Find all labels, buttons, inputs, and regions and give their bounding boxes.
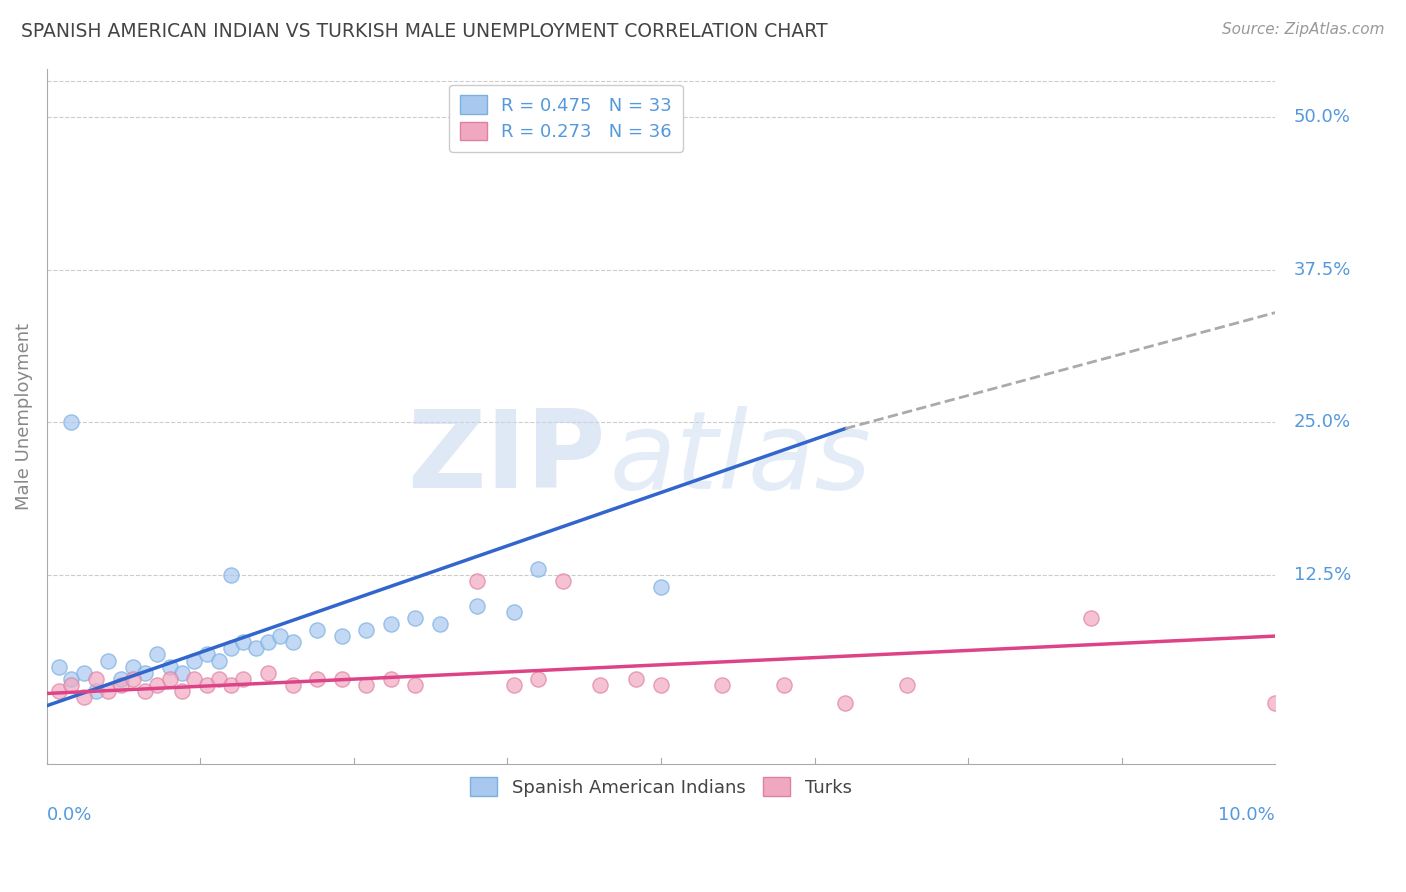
Turks [307,672,329,686]
Turks [281,678,304,692]
Spanish American Indians [219,641,242,656]
Spanish American Indians [650,580,672,594]
Turks [183,672,205,686]
Spanish American Indians [502,111,524,125]
Spanish American Indians [146,648,169,662]
Turks [834,696,856,710]
Spanish American Indians [170,665,193,680]
Spanish American Indians [307,623,329,637]
Spanish American Indians [84,684,107,698]
Spanish American Indians [183,653,205,667]
Spanish American Indians [60,416,83,430]
Spanish American Indians [232,635,254,649]
Y-axis label: Male Unemployment: Male Unemployment [15,323,32,510]
Turks [711,678,734,692]
Turks [626,672,648,686]
Turks [48,684,70,698]
Spanish American Indians [134,665,156,680]
Turks [110,678,132,692]
Turks [208,672,231,686]
Turks [60,678,83,692]
Turks [121,672,143,686]
Legend: Spanish American Indians, Turks: Spanish American Indians, Turks [463,770,859,804]
Text: atlas: atlas [609,406,872,510]
Turks [551,574,574,589]
Spanish American Indians [257,635,280,649]
Spanish American Indians [502,605,524,619]
Text: 12.5%: 12.5% [1294,566,1351,584]
Spanish American Indians [121,659,143,673]
Spanish American Indians [404,611,426,625]
Text: SPANISH AMERICAN INDIAN VS TURKISH MALE UNEMPLOYMENT CORRELATION CHART: SPANISH AMERICAN INDIAN VS TURKISH MALE … [21,22,828,41]
Turks [134,684,156,698]
Spanish American Indians [330,629,353,643]
Turks [404,678,426,692]
Turks [159,672,181,686]
Spanish American Indians [269,629,291,643]
Text: ZIP: ZIP [408,405,606,511]
Spanish American Indians [465,599,488,613]
Turks [650,678,672,692]
Turks [170,684,193,698]
Turks [146,678,169,692]
Spanish American Indians [208,653,231,667]
Text: 10.0%: 10.0% [1219,806,1275,824]
Turks [257,665,280,680]
Spanish American Indians [219,568,242,582]
Text: 50.0%: 50.0% [1294,108,1350,127]
Spanish American Indians [354,623,377,637]
Turks [330,672,353,686]
Turks [588,678,610,692]
Turks [1080,611,1102,625]
Turks [73,690,96,705]
Turks [354,678,377,692]
Turks [502,678,524,692]
Turks [232,672,254,686]
Text: 0.0%: 0.0% [46,806,93,824]
Spanish American Indians [245,641,267,656]
Turks [527,672,550,686]
Spanish American Indians [429,616,451,631]
Turks [465,574,488,589]
Spanish American Indians [281,635,304,649]
Turks [219,678,242,692]
Turks [97,684,120,698]
Turks [380,672,402,686]
Spanish American Indians [48,659,70,673]
Spanish American Indians [527,562,550,576]
Text: Source: ZipAtlas.com: Source: ZipAtlas.com [1222,22,1385,37]
Spanish American Indians [73,665,96,680]
Spanish American Indians [380,616,402,631]
Spanish American Indians [159,659,181,673]
Turks [195,678,218,692]
Spanish American Indians [60,672,83,686]
Spanish American Indians [195,648,218,662]
Spanish American Indians [97,653,120,667]
Turks [772,678,794,692]
Turks [84,672,107,686]
Text: 25.0%: 25.0% [1294,414,1351,432]
Turks [1264,696,1286,710]
Spanish American Indians [110,672,132,686]
Turks [896,678,918,692]
Text: 37.5%: 37.5% [1294,261,1351,279]
